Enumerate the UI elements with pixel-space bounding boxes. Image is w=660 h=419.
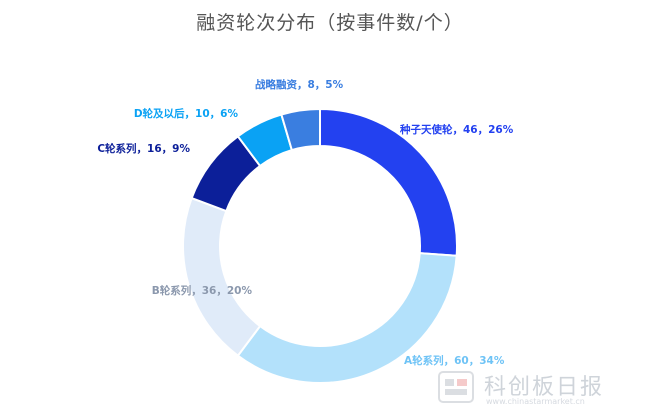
logo-icon [438, 371, 474, 403]
watermark-url: www.chinastarmarket.cn [486, 397, 585, 406]
slice-label-1: 种子天使轮，46，26% [399, 123, 514, 136]
labels-group: 种子天使轮，46，26% A轮系列，60，34% B轮系列，36，20% C轮系列，1… [97, 78, 513, 367]
chart-title: 融资轮次分布（按事件数/个） [196, 12, 464, 34]
slice-label-5: D轮及以后，10，6% [134, 107, 239, 120]
slice-label-2: A轮系列，60，34% [404, 354, 505, 367]
slice-2 [236, 252, 458, 384]
slice-label-3: B轮系列，36，20% [152, 284, 253, 297]
watermark: 科创板日报 www.chinastarmarket.cn [438, 369, 648, 409]
slice-6 [280, 107, 321, 152]
slice-label-6: 战略融资，8，5% [255, 78, 344, 91]
watermark-name: 科创板日报 [484, 375, 605, 400]
slice-label-4: C轮系列，16，9% [97, 142, 190, 155]
slice-3 [182, 196, 262, 358]
slices-group [182, 107, 458, 384]
